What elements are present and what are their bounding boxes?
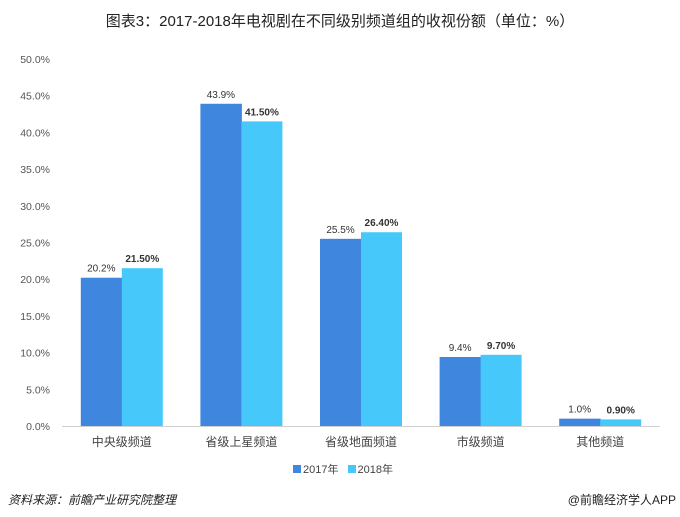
data-label: 41.50% <box>245 107 279 118</box>
y-tick-label: 40.0% <box>20 127 50 139</box>
legend-swatch-2018 <box>347 465 356 473</box>
source-note: 资料来源：前瞻产业研究院整理 <box>8 493 177 507</box>
bar-2018年-其他频道 <box>600 419 642 426</box>
data-label: 0.90% <box>607 405 635 416</box>
x-tick-label: 省级地面频道 <box>325 435 397 449</box>
x-tick-label: 省级上星频道 <box>205 435 277 449</box>
y-tick-label: 35.0% <box>20 164 50 176</box>
legend: 2017年 2018年 <box>0 461 680 477</box>
y-tick-label: 30.0% <box>20 201 50 213</box>
y-tick-label: 5.0% <box>26 384 50 396</box>
bar-2017年-省级地面频道 <box>320 238 362 426</box>
y-tick-label: 15.0% <box>20 311 50 323</box>
bar-2017年-中央级频道 <box>80 277 123 426</box>
data-label: 26.40% <box>365 218 399 229</box>
y-tick-label: 0.0% <box>26 421 50 433</box>
bar-2018年-市级频道 <box>480 354 522 426</box>
bar-2017年-其他频道 <box>559 418 601 426</box>
data-label: 9.4% <box>449 343 472 354</box>
bar-2017年-市级频道 <box>439 357 482 426</box>
legend-swatch-2017 <box>292 465 301 473</box>
bar-2018年-省级地面频道 <box>361 232 402 426</box>
y-tick-label: 50.0% <box>20 54 50 66</box>
chart-title: 图表3：2017-2018年电视剧在不同级别频道组的收视份额（单位：%） <box>105 13 575 30</box>
data-label: 1.0% <box>568 405 591 416</box>
x-tick-label: 市级频道 <box>457 434 505 449</box>
legend-label-2017: 2017年 <box>302 464 339 476</box>
y-tick-label: 25.0% <box>20 238 50 250</box>
data-label: 25.5% <box>326 225 354 236</box>
legend-label-2018: 2018年 <box>357 464 394 476</box>
data-label: 9.70% <box>487 341 515 352</box>
bar-2017年-省级上星频道 <box>200 103 242 427</box>
x-tick-label: 中央级频道 <box>92 434 152 449</box>
credit-note: @前瞻经济学人APP <box>567 493 676 507</box>
data-label: 21.50% <box>125 254 159 265</box>
y-tick-label: 45.0% <box>20 91 50 103</box>
bar-2018年-中央级频道 <box>121 268 163 426</box>
bar-2018年-省级上星频道 <box>241 121 283 426</box>
x-tick-label: 其他频道 <box>576 435 624 449</box>
data-label: 20.2% <box>87 264 115 275</box>
y-tick-label: 10.0% <box>20 348 50 360</box>
y-tick-label: 20.0% <box>20 274 50 286</box>
data-label: 43.9% <box>207 90 235 101</box>
